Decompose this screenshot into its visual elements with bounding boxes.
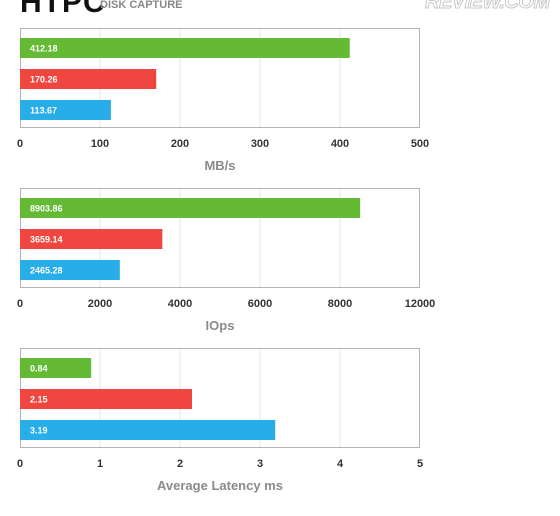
- tick-label: 12000: [405, 298, 436, 310]
- bar: [20, 69, 157, 89]
- page-title: HTPC: [20, 0, 106, 19]
- tick-label: 6000: [248, 298, 272, 310]
- tick-label: 8000: [328, 298, 352, 310]
- bar: [20, 100, 111, 120]
- bar-value-label: 2.15: [30, 395, 48, 405]
- bar: [20, 389, 192, 409]
- tick-label: 400: [331, 138, 349, 150]
- tick-label: 200: [171, 138, 189, 150]
- bar: [20, 260, 120, 280]
- tick-label: 500: [411, 138, 429, 150]
- bar: [20, 358, 92, 378]
- tick-label: 0: [17, 298, 23, 310]
- bar: [20, 38, 350, 58]
- axis-title: MB/s: [204, 158, 235, 173]
- bar-value-label: 0.84: [30, 364, 48, 374]
- bar-value-label: 8903.86: [30, 204, 63, 214]
- axis-title: Average Latency ms: [157, 478, 283, 493]
- page-subtitle: DISK CAPTURE: [100, 0, 183, 11]
- watermark-logo: REVIEW.COM: [425, 0, 551, 14]
- bar: [20, 198, 361, 218]
- tick-label: 0: [17, 138, 23, 150]
- tick-label: 2000: [88, 298, 112, 310]
- bar-value-label: 3.19: [30, 426, 48, 436]
- tick-label: 2: [177, 458, 183, 470]
- bar-value-label: 113.67: [30, 106, 57, 116]
- bar-value-label: 2465.28: [30, 266, 63, 276]
- bar: [20, 420, 276, 440]
- tick-label: 4: [337, 458, 344, 470]
- bar-value-label: 3659.14: [30, 235, 63, 245]
- bar: [20, 229, 163, 249]
- bar-value-label: 170.26: [30, 75, 58, 85]
- tick-label: 3: [257, 458, 263, 470]
- tick-label: 5: [417, 458, 423, 470]
- axis-title: IOps: [206, 318, 235, 333]
- tick-label: 0: [17, 458, 23, 470]
- tick-label: 1: [97, 458, 103, 470]
- tick-label: 100: [91, 138, 109, 150]
- tick-label: 4000: [168, 298, 192, 310]
- tick-label: 300: [251, 138, 269, 150]
- bar-value-label: 412.18: [30, 44, 58, 54]
